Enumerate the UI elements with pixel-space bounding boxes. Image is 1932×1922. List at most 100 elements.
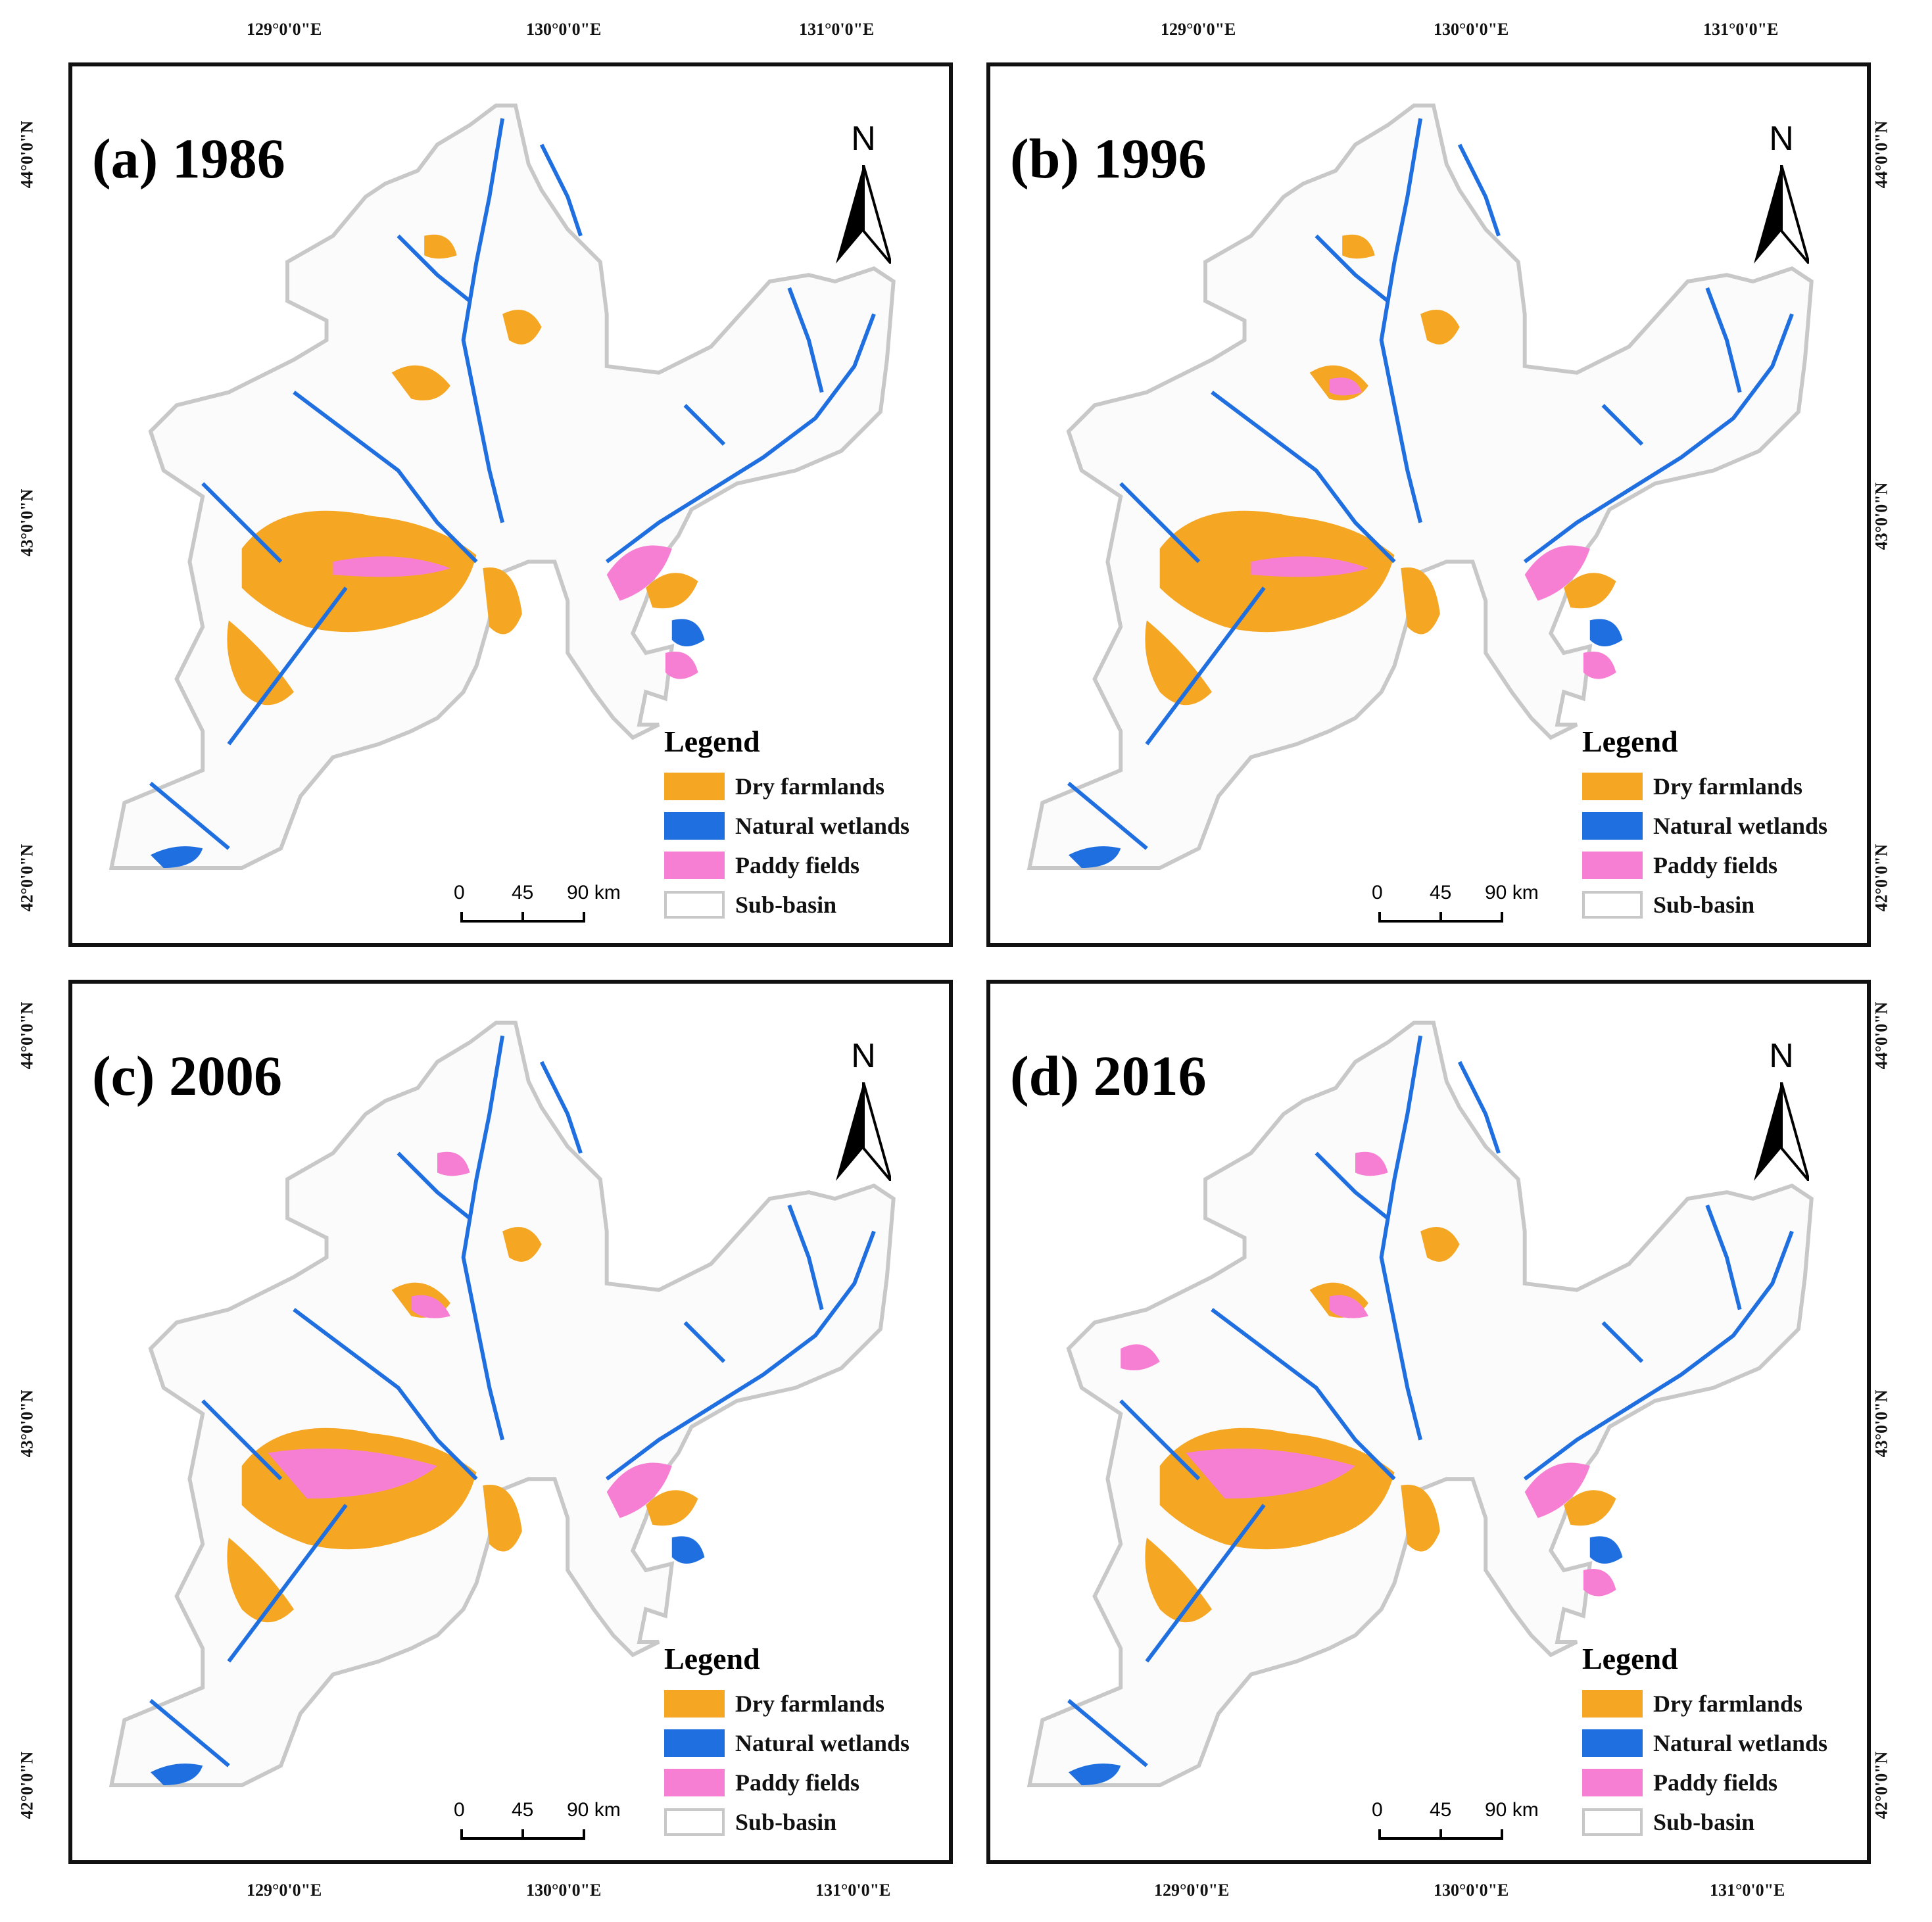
legend-item-natural-wetlands: Natural wetlands — [1582, 1723, 1865, 1763]
swatch — [664, 852, 725, 879]
lat-label-right-d-42: 42°0'0"N — [1872, 1751, 1891, 1819]
lat-label-left-a-43: 43°0'0"N — [17, 489, 37, 557]
swatch — [1582, 1729, 1643, 1757]
basin-map-c — [109, 1021, 896, 1787]
scale-label-90: 90 km — [1485, 1799, 1539, 1821]
north-arrow-icon — [1754, 165, 1809, 264]
north-label: N — [851, 120, 876, 158]
wetland-lake — [1068, 846, 1121, 869]
north-arrow-icon — [836, 165, 891, 264]
scale-tick — [1378, 1829, 1381, 1840]
paddy-field-areas — [1251, 377, 1616, 679]
legend-label: Dry farmlands — [1653, 773, 1802, 800]
swatch — [1582, 891, 1643, 919]
lat-label-right-b-42: 42°0'0"N — [1872, 844, 1891, 912]
paddy-field-areas — [268, 1151, 672, 1518]
natural-wetland-streams — [1067, 118, 1794, 850]
legend-item-dry-farmlands: Dry farmlands — [1582, 1684, 1865, 1723]
north-label: N — [1769, 1037, 1794, 1075]
basin-map-b — [1026, 103, 1814, 870]
panel-title: (c) 2006 — [92, 1044, 282, 1107]
basin-map-d — [1026, 1021, 1814, 1787]
panel-title: (b) 1996 — [1010, 127, 1207, 190]
scale-label-0: 0 — [454, 1799, 465, 1821]
legend-item-paddy-fields: Paddy fields — [1582, 846, 1865, 885]
legend-item-sub-basin: Sub-basin — [1582, 885, 1865, 925]
wetland-lake — [671, 619, 705, 647]
scale-tick — [460, 1829, 463, 1840]
lat-label-right-d-43: 43°0'0"N — [1872, 1389, 1891, 1458]
scale-label-0: 0 — [454, 882, 465, 903]
legend-label: Paddy fields — [1653, 852, 1778, 878]
legend-label: Natural wetlands — [735, 813, 910, 839]
scale-tick — [1501, 1829, 1503, 1840]
wetland-lake — [1589, 619, 1623, 647]
legend-item-dry-farmlands: Dry farmlands — [664, 767, 947, 806]
legend-item-paddy-fields: Paddy fields — [664, 846, 947, 885]
swatch — [1582, 1690, 1643, 1718]
scale-label-45: 45 — [1430, 882, 1452, 903]
scale-label-45: 45 — [1430, 1799, 1452, 1821]
legend-label: Natural wetlands — [1653, 1730, 1828, 1756]
scale-tick — [460, 912, 463, 923]
wetland-lake — [1068, 1763, 1121, 1786]
legend-label: Dry farmlands — [735, 773, 884, 800]
lat-label-left-c-43: 43°0'0"N — [17, 1389, 37, 1458]
scale-label-90: 90 km — [567, 1799, 621, 1821]
legend-item-dry-farmlands: Dry farmlands — [664, 1684, 947, 1723]
lat-label-left-c-42: 42°0'0"N — [17, 1751, 37, 1819]
legend: Legend Dry farmlands Natural wetlands Pa… — [1582, 1641, 1865, 1858]
legend: Legend Dry farmlands Natural wetlands Pa… — [664, 1641, 947, 1858]
north-arrow-icon — [836, 1082, 891, 1181]
legend-title: Legend — [664, 725, 760, 758]
swatch — [1582, 852, 1643, 879]
legend-item-sub-basin: Sub-basin — [1582, 1802, 1865, 1842]
legend-label: Paddy fields — [735, 1769, 860, 1796]
swatch — [1582, 1808, 1643, 1836]
swatch — [1582, 1769, 1643, 1796]
wetland-lake — [150, 1763, 203, 1786]
legend: Legend Dry farmlands Natural wetlands Pa… — [1582, 724, 1865, 941]
legend-item-sub-basin: Sub-basin — [664, 1802, 947, 1842]
paddy-field-areas — [333, 545, 698, 679]
lon-label-top-a-131: 131°0'0"E — [799, 20, 875, 39]
legend-item-natural-wetlands: Natural wetlands — [664, 806, 947, 846]
swatch — [664, 773, 725, 800]
swatch — [664, 1769, 725, 1796]
scale-bar: 0 45 90 km — [1372, 882, 1569, 934]
lat-label-right-b-43: 43°0'0"N — [1872, 482, 1891, 550]
scale-tick — [1439, 912, 1442, 923]
north-arrow: N — [1749, 119, 1814, 270]
legend-label: Sub-basin — [735, 892, 837, 918]
legend-label: Sub-basin — [735, 1809, 837, 1835]
lon-label-bottom-c-131: 131°0'0"E — [815, 1881, 891, 1900]
swatch — [664, 1690, 725, 1718]
legend-label: Natural wetlands — [1653, 813, 1828, 839]
legend-title: Legend — [664, 1642, 760, 1675]
scale-tick — [521, 1829, 524, 1840]
paddy-field-areas — [1121, 1151, 1616, 1597]
legend-item-natural-wetlands: Natural wetlands — [1582, 806, 1865, 846]
north-arrow-icon — [1754, 1082, 1809, 1181]
lat-label-right-b-44: 44°0'0"N — [1872, 120, 1891, 189]
lon-label-bottom-d-131: 131°0'0"E — [1710, 1881, 1785, 1900]
scale-label-90: 90 km — [1485, 882, 1539, 903]
swatch — [664, 812, 725, 840]
scale-label-45: 45 — [512, 1799, 534, 1821]
swatch — [664, 891, 725, 919]
scale-tick — [583, 912, 585, 923]
legend-item-paddy-fields: Paddy fields — [1582, 1763, 1865, 1802]
scale-label-45: 45 — [512, 882, 534, 903]
scale-tick — [1378, 912, 1381, 923]
lat-label-left-a-42: 42°0'0"N — [17, 844, 37, 912]
scale-label-0: 0 — [1372, 1799, 1383, 1821]
map-panel-b: (b) 1996 N Legend Dry farmlands Natural … — [986, 62, 1871, 947]
lon-label-bottom-d-130: 130°0'0"E — [1434, 1881, 1509, 1900]
panel-title: (a) 1986 — [92, 127, 285, 190]
legend-item-natural-wetlands: Natural wetlands — [664, 1723, 947, 1763]
swatch — [664, 1808, 725, 1836]
wetland-lake — [671, 1536, 705, 1564]
north-arrow: N — [831, 119, 896, 270]
legend-title: Legend — [1582, 725, 1678, 758]
legend-item-paddy-fields: Paddy fields — [664, 1763, 947, 1802]
